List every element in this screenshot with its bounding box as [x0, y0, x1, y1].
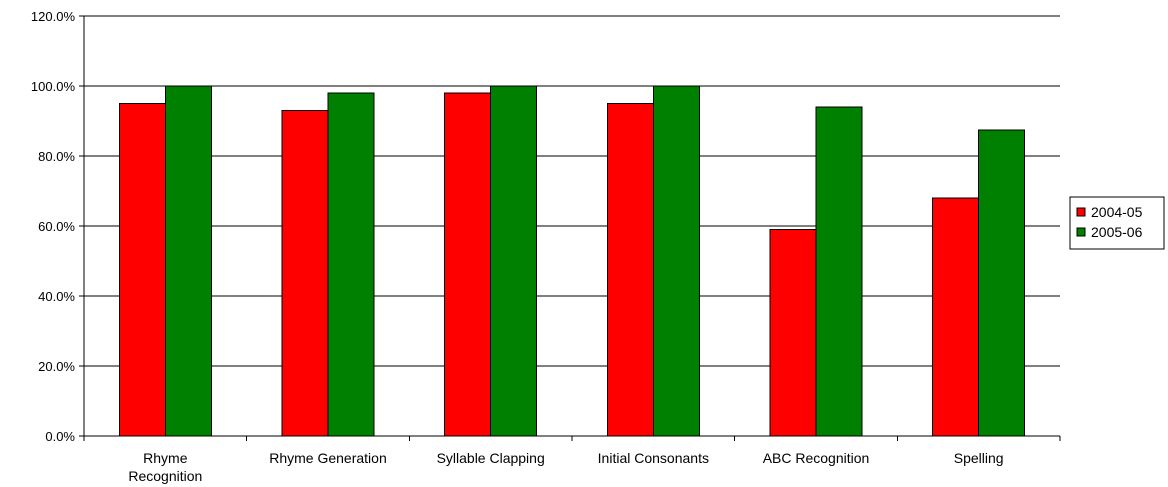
- bars: [118, 85, 1026, 437]
- y-tick-label: 120.0%: [31, 9, 76, 24]
- bar-2004-05: [769, 229, 817, 437]
- y-tick-label: 60.0%: [38, 219, 75, 234]
- x-tick-label: Spelling: [954, 450, 1004, 466]
- x-tick-label: Recognition: [128, 468, 202, 484]
- bar-2005-06: [490, 85, 538, 437]
- y-tick-label: 20.0%: [38, 359, 75, 374]
- bar-2004-05: [932, 197, 980, 437]
- axes: [79, 15, 1061, 441]
- bar-2005-06: [327, 92, 375, 437]
- bar-2005-06: [815, 106, 863, 437]
- x-tick-label: ABC Recognition: [763, 450, 870, 466]
- x-tick-label: Rhyme: [143, 450, 188, 466]
- gridlines: [84, 15, 1060, 367]
- y-tick-label: 100.0%: [31, 79, 76, 94]
- bar-2004-05: [606, 103, 654, 437]
- legend-swatch: [1076, 207, 1086, 217]
- legend-label: 2005-06: [1091, 224, 1143, 240]
- bar-2004-05: [281, 110, 329, 437]
- x-tick-label: Initial Consonants: [598, 450, 709, 466]
- x-tick-label: Rhyme Generation: [269, 450, 387, 466]
- y-tick-label: 0.0%: [45, 429, 75, 444]
- bar-2004-05: [444, 92, 492, 437]
- bar-2004-05: [118, 103, 166, 437]
- legend-swatch: [1076, 227, 1086, 237]
- y-tick-label: 80.0%: [38, 149, 75, 164]
- bar-2005-06: [164, 85, 212, 437]
- legend: 2004-05 2005-06: [1069, 196, 1165, 250]
- bar-2005-06: [978, 129, 1026, 437]
- tick-labels: 0.0% 20.0% 40.0% 60.0% 80.0% 100.0% 120.0% Rhym…: [31, 9, 1004, 484]
- bar-2005-06: [652, 85, 700, 437]
- legend-box: [1069, 196, 1165, 250]
- y-tick-label: 40.0%: [38, 289, 75, 304]
- legend-label: 2004-05: [1091, 204, 1143, 220]
- x-tick-label: Syllable Clapping: [437, 450, 545, 466]
